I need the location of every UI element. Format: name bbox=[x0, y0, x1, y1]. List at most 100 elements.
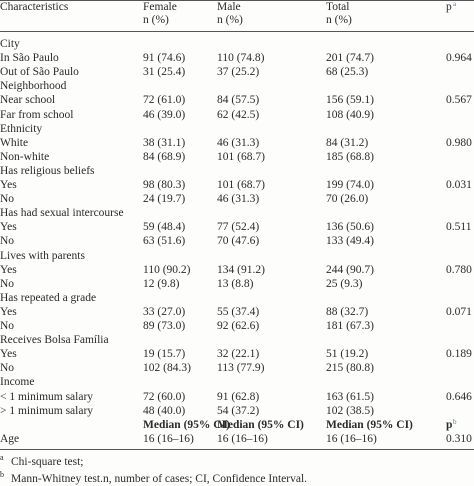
cell: 16 (16–16) bbox=[143, 432, 194, 445]
header-p: p bbox=[446, 1, 452, 13]
row-label: Yes bbox=[0, 179, 17, 191]
row-label: Non-white bbox=[0, 150, 50, 163]
cell: 59 (48.4) bbox=[143, 221, 186, 234]
rule bbox=[0, 449, 474, 450]
cell: 84 (68.9) bbox=[143, 150, 186, 163]
row-label: No bbox=[0, 235, 15, 248]
cell: 63 (51.6) bbox=[143, 235, 186, 248]
cell: 46 (31.3) bbox=[217, 193, 260, 206]
cell: 84 (57.5) bbox=[217, 94, 260, 107]
header-name: Total bbox=[326, 1, 350, 13]
cell: 0.189 bbox=[446, 348, 472, 361]
median-header: Median (95% CI) bbox=[217, 418, 304, 431]
cell: 215 (80.8) bbox=[326, 362, 374, 375]
cell: 33 (27.0) bbox=[143, 305, 186, 318]
row-label: Near school bbox=[0, 94, 56, 107]
cell: 0.964 bbox=[446, 52, 472, 65]
row-label: Has had sexual intercourse bbox=[0, 207, 124, 220]
cell: 163 (61.5) bbox=[326, 390, 374, 403]
header-unit: n (%) bbox=[326, 14, 352, 26]
cell: 0.646 bbox=[446, 390, 472, 403]
rule bbox=[0, 31, 474, 32]
median-header: p bbox=[446, 418, 453, 431]
cell: 70 (26.0) bbox=[326, 193, 369, 206]
cell: 37 (25.2) bbox=[217, 66, 260, 79]
superscript: a bbox=[453, 0, 457, 8]
header-name: Male bbox=[217, 1, 241, 13]
row-label: Has religious beliefs bbox=[0, 164, 95, 177]
row-label: Yes bbox=[0, 221, 17, 234]
row-label: Yes bbox=[0, 305, 17, 318]
cell: 46 (39.0) bbox=[143, 108, 186, 121]
row-label: < 1 minimum salary bbox=[0, 390, 94, 403]
row-label: In São Paulo bbox=[0, 52, 59, 65]
cell: 0.310 bbox=[446, 432, 472, 445]
cell: 110 (74.8) bbox=[217, 52, 265, 65]
footnote-mark: a bbox=[0, 453, 4, 462]
cell: 88 (32.7) bbox=[326, 305, 369, 318]
cell: 62 (42.5) bbox=[217, 108, 260, 121]
row-label: Neighborhood bbox=[0, 80, 67, 93]
median-header: Median (95% CI) bbox=[143, 418, 230, 431]
cell: 16 (16–16) bbox=[217, 432, 268, 445]
cell: 31 (25.4) bbox=[143, 66, 186, 79]
row-label: Yes bbox=[0, 348, 17, 361]
cell: 68 (25.3) bbox=[326, 66, 369, 79]
header-unit: n (%) bbox=[217, 14, 243, 26]
cell: 84 (31.2) bbox=[326, 136, 369, 149]
cell: 156 (59.1) bbox=[326, 94, 374, 107]
footnote: Mann-Whitney test.n, number of cases; CI… bbox=[11, 473, 308, 485]
cell: 12 (9.8) bbox=[143, 277, 180, 290]
cell: 101 (68.7) bbox=[217, 179, 265, 191]
cell: 19 (15.7) bbox=[143, 348, 186, 361]
cell: 101 (68.7) bbox=[217, 150, 265, 163]
cell: 55 (37.4) bbox=[217, 305, 260, 318]
cell: 38 (31.1) bbox=[143, 136, 186, 149]
cell: 244 (90.7) bbox=[326, 263, 374, 276]
cell: 70 (47.6) bbox=[217, 235, 260, 248]
cell: 185 (68.8) bbox=[326, 150, 374, 163]
row-label: Age bbox=[0, 432, 20, 445]
cell: 113 (77.9) bbox=[217, 362, 265, 375]
cell: 0.980 bbox=[446, 136, 472, 149]
row-label: No bbox=[0, 320, 15, 332]
cell: 32 (22.1) bbox=[217, 348, 260, 361]
cell: 0.071 bbox=[446, 305, 472, 318]
cell: 46 (31.3) bbox=[217, 136, 260, 149]
cell: 0.031 bbox=[446, 179, 472, 191]
cell: 48 (40.0) bbox=[143, 404, 186, 417]
cell: 102 (84.3) bbox=[143, 362, 191, 375]
header-label: Characteristics bbox=[0, 1, 69, 13]
header-unit: n (%) bbox=[143, 14, 169, 26]
row-label: > 1 minimum salary bbox=[0, 404, 94, 417]
row-label: Ethnicity bbox=[0, 122, 43, 135]
cell: 0.511 bbox=[446, 221, 472, 234]
row-label: Far from school bbox=[0, 108, 74, 121]
cell: 0.780 bbox=[446, 263, 472, 276]
cell: 91 (62.8) bbox=[217, 390, 260, 403]
cell: 72 (61.0) bbox=[143, 94, 186, 107]
row-label: Receives Bolsa Família bbox=[0, 334, 109, 347]
cell: 13 (8.8) bbox=[217, 277, 254, 290]
cell: 110 (90.2) bbox=[143, 263, 191, 276]
cell: 54 (37.2) bbox=[217, 404, 260, 417]
rule bbox=[0, 0, 474, 1]
row-label: City bbox=[0, 38, 20, 50]
median-header: Median (95% CI) bbox=[326, 418, 413, 431]
row-label: Yes bbox=[0, 263, 17, 276]
cell: 181 (67.3) bbox=[326, 320, 374, 332]
cell: 51 (19.2) bbox=[326, 348, 369, 361]
cell: 72 (60.0) bbox=[143, 390, 186, 403]
superscript: b bbox=[453, 417, 457, 426]
row-label: Out of São Paulo bbox=[0, 66, 79, 79]
cell: 0.567 bbox=[446, 94, 472, 107]
row-label: Lives with parents bbox=[0, 249, 85, 262]
row-label: No bbox=[0, 277, 15, 290]
cell: 102 (38.5) bbox=[326, 404, 374, 417]
header-name: Female bbox=[143, 1, 177, 13]
cell: 199 (74.0) bbox=[326, 179, 374, 191]
cell: 108 (40.9) bbox=[326, 108, 374, 121]
cell: 98 (80.3) bbox=[143, 179, 186, 191]
row-label: White bbox=[0, 136, 29, 149]
